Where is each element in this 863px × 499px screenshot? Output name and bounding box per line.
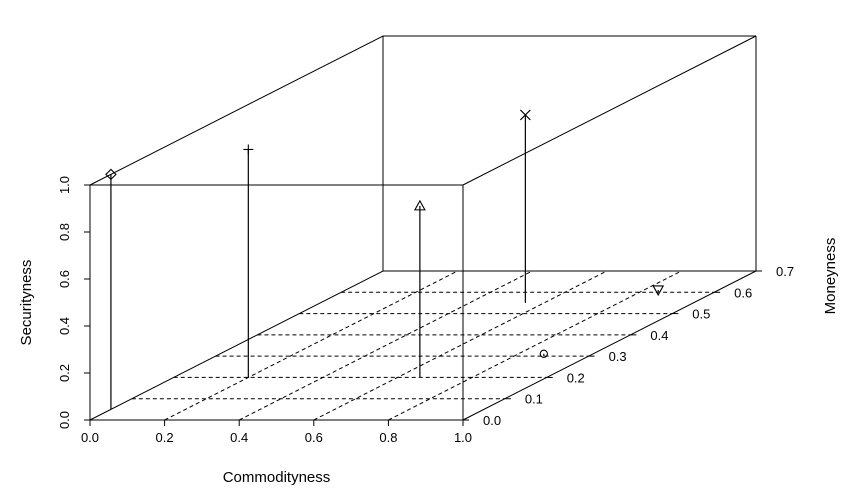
x-tick-label: 0.8 xyxy=(379,430,397,445)
grid-line-x xyxy=(388,270,682,421)
z-tick-label: 0.4 xyxy=(57,317,72,335)
y-tick-label: 0.0 xyxy=(483,413,501,428)
box-edge xyxy=(89,270,384,421)
x-tick-label: 0.0 xyxy=(81,430,99,445)
x-tick-label: 0.2 xyxy=(156,430,174,445)
data-point-triangle-down xyxy=(652,285,665,297)
z-tick-label: 0.2 xyxy=(57,364,72,382)
z-axis-title: Securityness xyxy=(18,260,35,346)
y-tick-label: 0.2 xyxy=(567,370,585,385)
y-tick-label: 0.5 xyxy=(692,307,710,322)
data-points xyxy=(105,109,665,410)
y-tick-label: 0.3 xyxy=(609,349,627,364)
y-tick-label: 0.4 xyxy=(650,328,668,343)
box-edge xyxy=(89,35,384,186)
grid-line-x xyxy=(313,270,608,421)
floor-grid xyxy=(131,270,715,421)
grid-line-x xyxy=(164,270,458,421)
cross-b xyxy=(519,109,531,121)
y-axis-title: Moneyness xyxy=(822,238,839,315)
y-tick-label: 0.1 xyxy=(525,392,543,407)
x-tick-label: 1.0 xyxy=(454,430,472,445)
x-axis-title: Commodityness xyxy=(223,469,331,486)
data-point-diamond xyxy=(105,168,117,181)
box-edge xyxy=(462,270,757,421)
data-point-triangle-up xyxy=(413,199,426,211)
z-tick-label: 0.8 xyxy=(57,223,72,241)
y-tick-label: 0.7 xyxy=(776,264,794,279)
z-tick-label: 0.6 xyxy=(57,270,72,288)
y-tick-label: 0.6 xyxy=(734,285,752,300)
x-tick-label: 0.4 xyxy=(230,430,248,445)
data-point-plus xyxy=(243,144,254,155)
grid-line-x xyxy=(238,270,533,421)
plot-box xyxy=(89,35,757,421)
axis-ticks: 0.0 0.2 0.4 0.6 0.8 1.0 0.0 0.1 0.2 0.3 0.4 0.5 0.6 0… xyxy=(57,176,794,445)
box-edge xyxy=(462,35,757,186)
x-tick-label: 0.6 xyxy=(305,430,323,445)
data-point-circle xyxy=(539,349,548,358)
data-point-cross xyxy=(519,109,531,121)
z-tick-label: 0.0 xyxy=(57,411,72,429)
z-tick-label: 1.0 xyxy=(57,176,72,194)
